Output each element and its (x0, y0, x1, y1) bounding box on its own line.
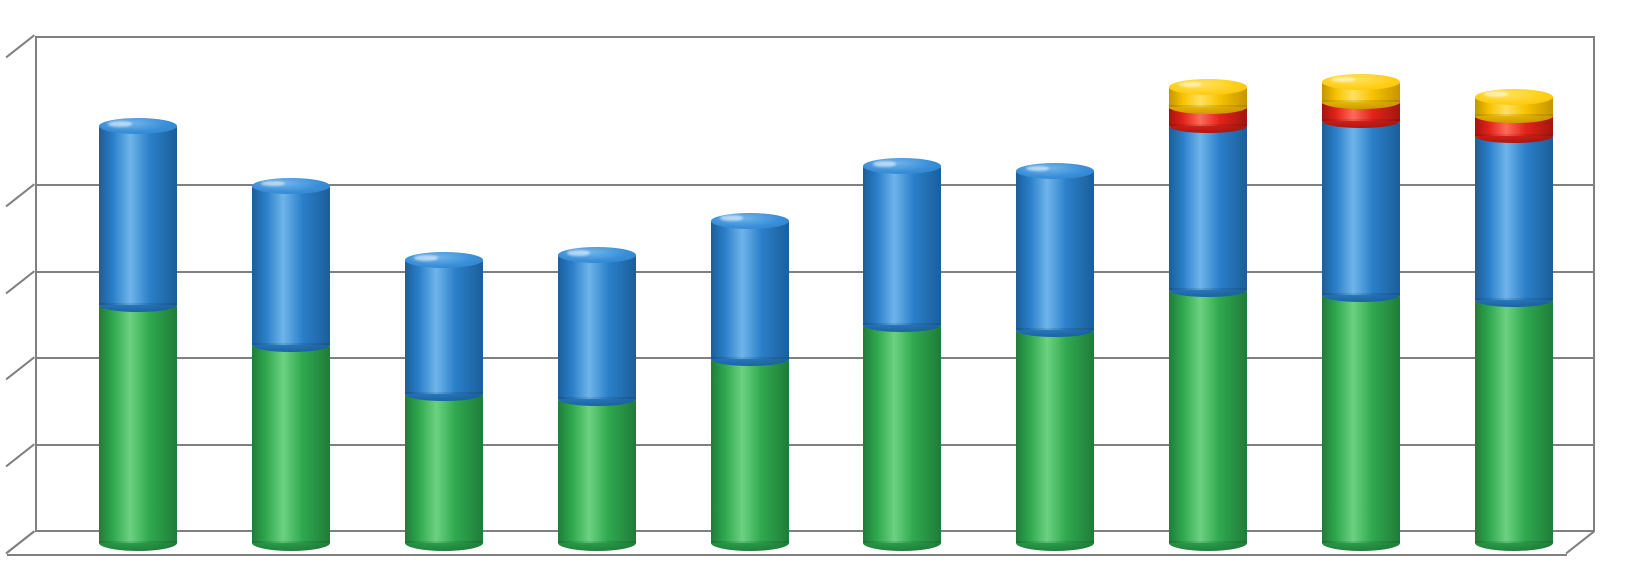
column-segment (405, 394, 483, 543)
column-top-highlight (108, 121, 131, 127)
column-segment (1475, 300, 1553, 543)
column-segment (558, 399, 636, 543)
column-top-highlight (261, 181, 284, 187)
column-top-highlight (1484, 91, 1507, 97)
chart-floor-edge (6, 530, 35, 554)
chart-floor-edge (1566, 530, 1595, 554)
column-top-highlight (1331, 77, 1354, 83)
column-segment (1322, 295, 1400, 543)
column-segment (863, 325, 941, 543)
chart-floor-edge (6, 34, 35, 58)
column-segment (99, 126, 177, 305)
column-top-highlight (1026, 166, 1049, 172)
column-top-cap (1169, 79, 1247, 95)
column-segment (252, 345, 330, 543)
column-top-highlight (1179, 82, 1202, 88)
column-segment (252, 186, 330, 345)
column-segment (711, 359, 789, 543)
column-top-cap (711, 213, 789, 229)
column-segment (1169, 126, 1247, 290)
column-segment (1322, 121, 1400, 295)
column-segment (1169, 290, 1247, 543)
column-top-cap (252, 178, 330, 194)
column-segment (711, 221, 789, 360)
chart-column (1169, 87, 1247, 543)
column-top-cap (1016, 163, 1094, 179)
column-top-cap (1322, 74, 1400, 90)
chart-column (1475, 97, 1553, 543)
column-segment (1475, 136, 1553, 300)
column-top-highlight (567, 250, 590, 256)
column-top-highlight (414, 255, 437, 261)
column-segment (99, 305, 177, 543)
column-segment (405, 260, 483, 394)
chart-stage (0, 0, 1626, 583)
column-top-highlight (873, 161, 896, 167)
column-top-cap (1475, 89, 1553, 105)
chart-column (558, 255, 636, 543)
chart-floor-edge (6, 271, 35, 295)
chart-column (99, 126, 177, 543)
column-segment (1016, 330, 1094, 543)
chart-floor-edge (6, 357, 35, 381)
column-segment (1016, 171, 1094, 330)
chart-column (863, 166, 941, 543)
chart-column (252, 186, 330, 543)
column-segment (558, 255, 636, 399)
column-segment (863, 166, 941, 325)
chart-floor-edge (6, 183, 35, 207)
chart-column (405, 260, 483, 543)
column-top-highlight (720, 215, 743, 221)
chart-column (1016, 171, 1094, 543)
chart-column (711, 221, 789, 543)
chart-column (1322, 82, 1400, 543)
chart-floor (7, 554, 1567, 556)
chart-floor-edge (6, 444, 35, 468)
